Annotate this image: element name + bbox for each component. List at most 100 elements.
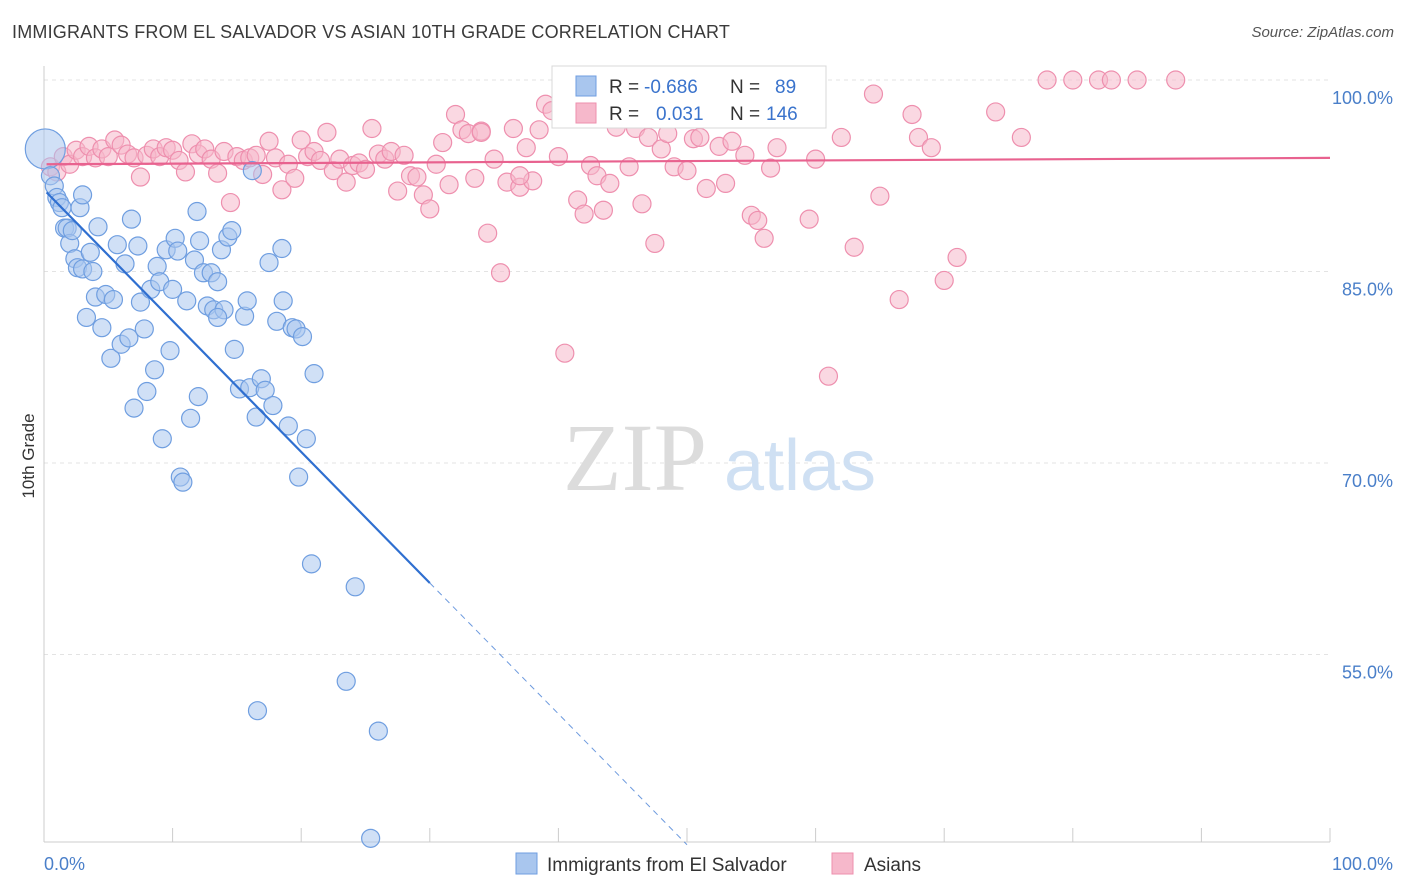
pink-point-60: [426, 154, 446, 174]
source-label: Source: ZipAtlas.com: [1251, 24, 1394, 41]
blue-point-27: [121, 209, 142, 229]
pink-point-113: [767, 138, 787, 158]
pink-point-112: [760, 158, 781, 178]
pink-point-9: [98, 147, 118, 167]
pink-point-130: [844, 237, 864, 257]
pink-point-117: [870, 186, 890, 206]
blue-point-34: [144, 360, 165, 380]
pink-point-136: [510, 166, 530, 186]
pink-point-26: [208, 163, 228, 183]
legend-n-label-blue: N =: [730, 77, 760, 98]
blue-point-18: [88, 217, 108, 237]
blue-point-68: [259, 252, 279, 273]
blue-point-71: [273, 291, 293, 311]
blue-point-15: [80, 242, 100, 262]
blue-point-87: [188, 387, 208, 407]
blue-point-16: [83, 261, 103, 282]
y-tick-labels: 100.0% 85.0% 70.0% 55.0%: [1332, 88, 1393, 683]
blue-point-83: [368, 721, 388, 741]
blue-point-81: [345, 577, 365, 597]
trend-line-el-salvador: [45, 191, 431, 584]
y-tick-label-3: 55.0%: [1342, 663, 1393, 683]
pink-point-135: [799, 209, 819, 229]
legend-r-label-pink: R =: [609, 104, 639, 125]
blue-point-29: [128, 236, 148, 256]
blue-point-46: [181, 408, 201, 428]
pink-point-54: [388, 181, 408, 201]
blue-point-25: [115, 254, 135, 274]
blue-point-75: [289, 467, 309, 487]
pink-point-70: [490, 263, 511, 283]
legend: R = -0.686 N = 89 R = 0.031 N = 146: [551, 65, 827, 129]
blue-point-49: [190, 231, 210, 251]
x-tick-label-right: 100.0%: [1332, 854, 1393, 874]
pink-point-57: [407, 167, 427, 187]
pink-point-92: [632, 194, 652, 214]
blue-point-44: [173, 472, 193, 492]
trend-line-asians: [46, 156, 1331, 166]
pink-point-55: [394, 145, 414, 165]
bottom-legend-label-pink: Asians: [864, 855, 921, 876]
pink-point-49: [355, 159, 376, 179]
blue-point-14: [76, 307, 97, 328]
blue-point-78: [301, 554, 322, 574]
pink-point-133: [934, 270, 954, 291]
blue-point-54: [208, 272, 228, 292]
blue-point-32: [137, 381, 157, 402]
blue-point-79: [304, 364, 324, 384]
watermark-atlas: atlas: [724, 426, 876, 506]
trend-line-el-salvador-extension: [429, 582, 688, 846]
pink-point-59: [420, 199, 440, 219]
pink-point-127: [1101, 70, 1121, 90]
blue-point-85: [272, 238, 292, 259]
y-tick-label-2: 70.0%: [1342, 471, 1393, 491]
axes: [43, 66, 1331, 843]
blue-point-26: [119, 328, 139, 348]
series-el-salvador-points: [24, 128, 388, 848]
blue-point-45: [177, 291, 197, 311]
pink-point-86: [593, 200, 614, 220]
legend-n-label-pink: N =: [730, 104, 760, 125]
pink-point-101: [690, 127, 710, 148]
pink-point-106: [722, 131, 742, 151]
pink-point-116: [831, 127, 851, 148]
pink-point-66: [465, 168, 485, 188]
y-axis-label: 10th Grade: [19, 413, 38, 498]
blue-point-82: [336, 671, 356, 691]
pink-point-68: [478, 223, 498, 243]
blue-point-40: [163, 279, 183, 299]
bottom-legend-label-blue: Immigrants from El Salvador: [547, 855, 787, 876]
pink-point-14: [130, 167, 151, 187]
blue-point-62: [237, 291, 257, 311]
pink-point-115: [805, 149, 826, 169]
pink-point-94: [645, 233, 665, 254]
blue-point-48: [187, 201, 207, 222]
x-tick-labels: 0.0% 100.0%: [44, 854, 1393, 874]
legend-n-value-pink: 146: [766, 104, 798, 125]
pink-point-131: [863, 84, 884, 104]
blue-point-21: [101, 348, 121, 368]
blue-point-80: [247, 701, 268, 721]
pink-point-42: [310, 150, 331, 171]
pink-point-120: [921, 138, 941, 158]
legend-n-value-blue: 89: [775, 77, 796, 98]
pink-point-46: [336, 172, 356, 192]
pink-point-119: [908, 127, 929, 148]
pink-point-38: [285, 168, 305, 188]
pink-point-43: [317, 122, 337, 142]
pink-point-124: [1037, 70, 1057, 90]
bottom-legend-swatch-blue: [515, 852, 538, 875]
y-tick-label-1: 85.0%: [1342, 280, 1393, 300]
pink-point-76: [529, 120, 549, 140]
pink-point-123: [1011, 127, 1031, 148]
blue-point-86: [208, 307, 228, 328]
blue-point-64: [242, 161, 262, 181]
pink-point-83: [574, 204, 594, 224]
pink-point-132: [902, 104, 922, 125]
watermark: ZIP atlas: [563, 404, 876, 511]
blue-point-69: [263, 395, 283, 416]
blue-point-42: [168, 241, 188, 261]
pink-point-62: [439, 175, 459, 195]
blue-point-88: [72, 185, 93, 205]
y-tick-label-0: 100.0%: [1332, 88, 1393, 108]
